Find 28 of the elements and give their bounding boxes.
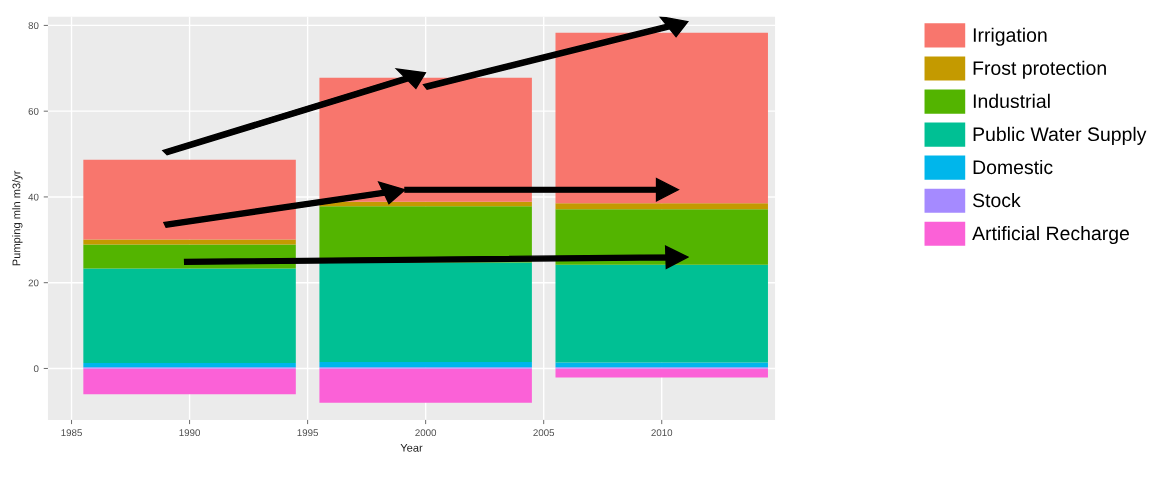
bar	[555, 203, 768, 210]
legend-label: Public Water Supply	[973, 126, 1147, 145]
legend-label: Stock	[972, 192, 1021, 208]
x-tick-label: 1995	[297, 429, 319, 437]
legend-label: Artificial Recharge	[972, 226, 1129, 245]
y-tick-label: 40	[28, 193, 39, 201]
bar	[319, 362, 532, 368]
y-tick-label: 20	[28, 279, 39, 287]
bar	[83, 239, 296, 245]
legend-label: Frost protection	[973, 60, 1106, 79]
x-tick-label: 2000	[415, 429, 437, 437]
y-tick-label: 80	[28, 22, 39, 30]
y-tick-label: 60	[28, 107, 39, 115]
x-tick-label: 2010	[651, 429, 673, 437]
x-axis-title: Year	[400, 443, 423, 452]
x-tick-label: 1985	[61, 429, 82, 437]
bar	[83, 368, 296, 395]
bar	[555, 362, 768, 368]
bar	[555, 368, 768, 378]
x-tick-label: 2005	[533, 429, 555, 437]
bar	[319, 368, 532, 403]
x-tick-label: 1990	[179, 429, 201, 437]
legend-label: Domestic	[973, 159, 1053, 175]
bar	[83, 362, 296, 368]
legend-label: Industrial	[973, 93, 1050, 109]
y-tick-label: 0	[33, 365, 39, 373]
y-axis-title: Pumping mln m3/yr	[12, 170, 23, 266]
legend-label: Irrigation	[973, 27, 1047, 46]
